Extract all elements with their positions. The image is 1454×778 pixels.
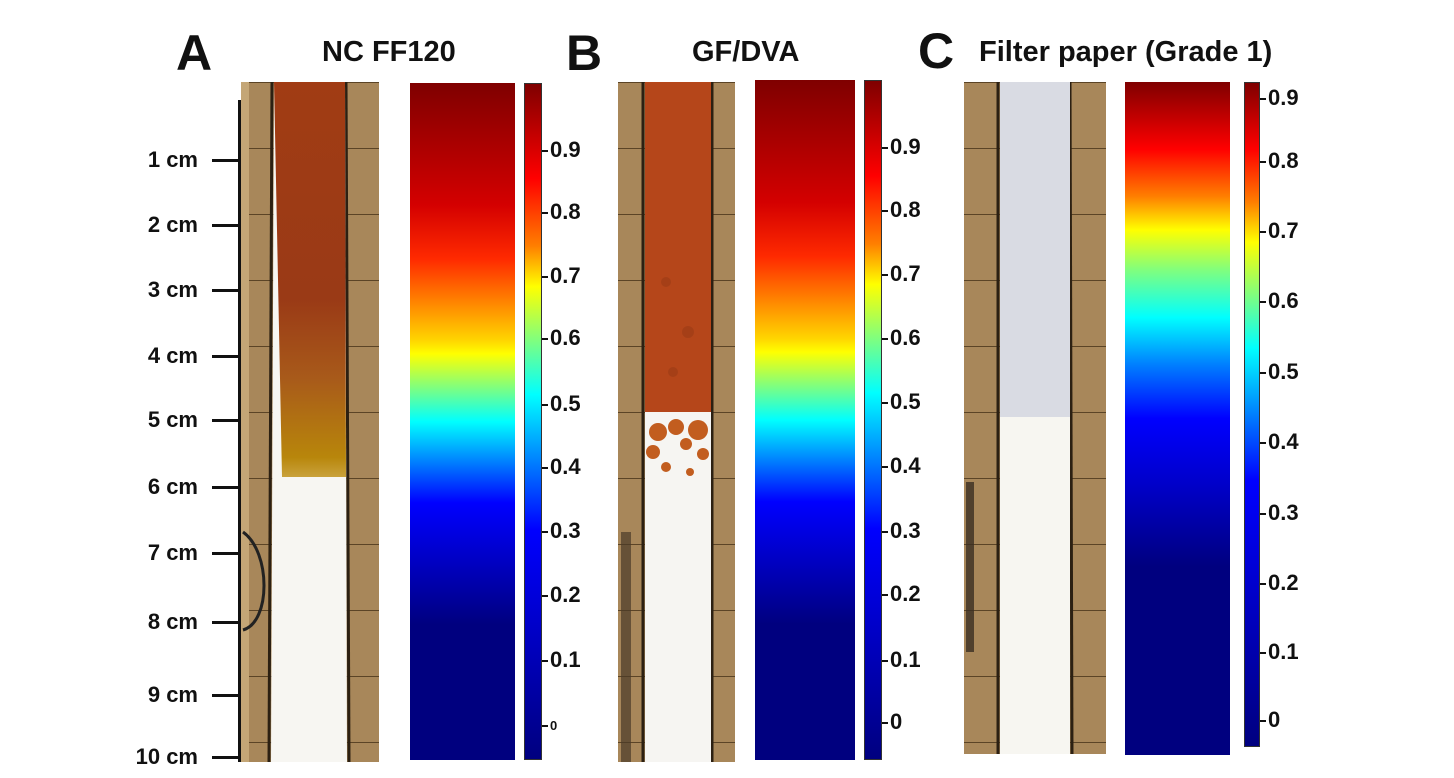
colorbar-tick-label: 0.8 [1268,148,1299,173]
colorbar-tick-label: 0.4 [1268,429,1299,454]
colorbar-tick [882,722,888,724]
colorbar-tick [542,595,548,597]
colorbar-tick [882,147,888,149]
colorbar-tick [882,466,888,468]
colorbar-tick [1260,98,1266,100]
ruler-label: 7 cm [147,540,198,565]
ruler-label: 4 cm [147,343,198,368]
ruler-tick [212,694,240,697]
colorbar-tick [1260,161,1266,163]
colorbar-tick [1260,720,1266,722]
ruler-tick [212,355,240,358]
ruler-tick [212,289,240,292]
ruler-tick [212,159,240,162]
colorbar-tick-label: 0.5 [1268,359,1299,384]
colorbar-tick [882,402,888,404]
colorbar-tick [882,274,888,276]
colorbar-tick [542,660,548,662]
colorbar-tick [542,276,548,278]
colorbar-tick-label: 0.3 [550,518,581,543]
colorbar-tick [542,212,548,214]
colorbar-tick [882,338,888,340]
ruler-tick [212,552,240,555]
colorbar-tick-label: 0.5 [890,389,921,414]
colorbar-tick [1260,583,1266,585]
colorbar-tick [1260,652,1266,654]
colorbar-tick-label: 0.7 [890,261,921,286]
colorbar-tick-label: 0.9 [890,134,921,159]
colorbar-tick-label: 0.6 [890,325,921,350]
ruler-axis [238,100,241,762]
colorbar-tick [882,594,888,596]
colorbar-tick-label: 0.3 [1268,500,1299,525]
colorbar-tick-label: 0.7 [550,263,581,288]
colorbar-tick-label: 0.1 [890,647,921,672]
colorbar-tick [882,660,888,662]
colorbar-tick-label: 0.4 [550,454,581,479]
ruler-tick [212,419,240,422]
colormap-gradient-b [755,80,855,760]
colorbar-tick-label: 0.2 [550,582,581,607]
colorbar-b [864,80,882,760]
colorbar-tick [542,404,548,406]
colorbar-tick-label: 0.1 [550,647,581,672]
colormap-gradient-a [410,83,515,760]
ruler-label: 10 cm [135,744,198,769]
colorbar-tick-label: 0.9 [550,137,581,162]
colorbar-tick-label: 0.4 [890,453,921,478]
ruler-label: 9 cm [147,682,198,707]
colorbar-a [524,83,542,760]
colorbar-tick-label: 0 [890,709,903,734]
ruler-label: 6 cm [147,474,198,499]
panel-letter-b: B [566,25,603,81]
colorbar-tick [542,150,548,152]
ruler-tick [212,486,240,489]
panel-letter-c: C [918,23,955,79]
colorbar-tick-label: 0.6 [1268,288,1299,313]
colorbar-tick [542,725,548,727]
colorbar-tick-label: 0.2 [1268,570,1299,595]
ruler-label: 8 cm [147,609,198,634]
colorbar-tick [882,531,888,533]
colorbar-tick [1260,372,1266,374]
ruler-tick [212,756,240,759]
panel-title-b: GF/DVA [692,36,800,68]
ruler-label: 1 cm [147,147,198,172]
colorbar-c [1244,82,1260,747]
colorbar-tick [1260,231,1266,233]
colorbar-tick [542,338,548,340]
colorbar-tick-label: 0.8 [890,197,921,222]
colorbar-tick-label: 0.7 [1268,218,1299,243]
ruler-label: 5 cm [147,407,198,432]
ruler-tick [212,621,240,624]
colorbar-tick [1260,301,1266,303]
panel-title-a: NC FF120 [322,36,456,68]
colorbar-tick [882,210,888,212]
colorbar-tick [542,531,548,533]
panel-letter-a: A [176,25,213,81]
ruler-label: 2 cm [147,212,198,237]
colorbar-tick-label: 0 [1268,707,1281,732]
colorbar-tick-label: 0.9 [1268,85,1299,110]
colorbar-tick [542,467,548,469]
colorbar-tick-label: 0.3 [890,518,921,543]
colorbar-tick [1260,442,1266,444]
colorbar-tick-label: 0 [550,718,558,733]
ruler-label: 3 cm [147,277,198,302]
strip-photo-gf-dva [618,82,735,762]
panel-title-c: Filter paper (Grade 1) [979,36,1273,68]
colorbar-tick [1260,513,1266,515]
colorbar-tick-label: 0.6 [550,325,581,350]
colorbar-tick-label: 0.5 [550,391,581,416]
colorbar-tick-label: 0.1 [1268,639,1299,664]
colormap-gradient-c [1125,82,1230,755]
ruler-tick [212,224,240,227]
colorbar-tick-label: 0.8 [550,199,581,224]
colorbar-tick-label: 0.2 [890,581,921,606]
strip-photo-filter-paper [964,82,1106,754]
strip-photo-nc-ff120 [241,82,379,762]
